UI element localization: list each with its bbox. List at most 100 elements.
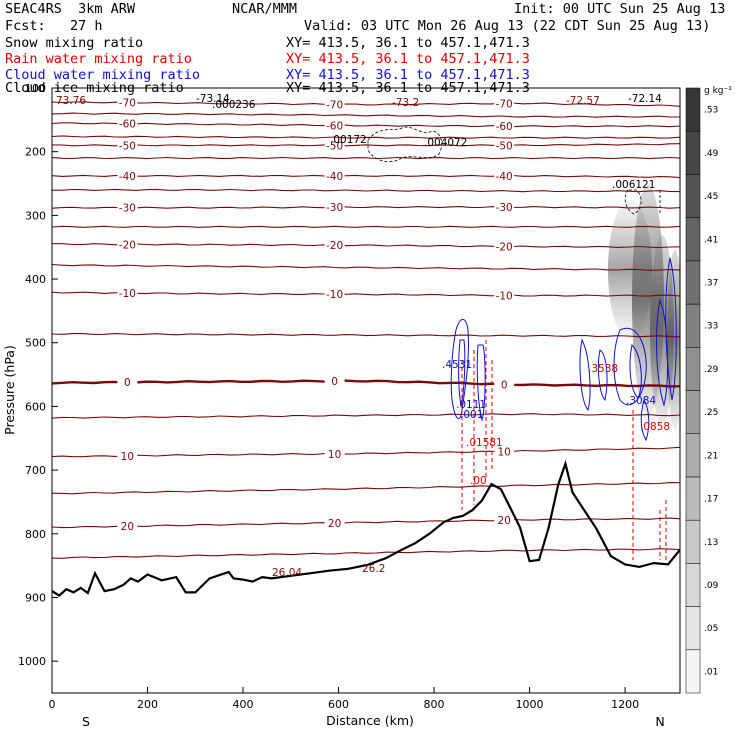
contour-label: -60 xyxy=(326,120,343,132)
contour-label: -50 xyxy=(119,140,136,152)
colorbar-swatch xyxy=(685,260,701,305)
colorbar-swatch xyxy=(685,87,701,132)
contour-label: -20 xyxy=(496,241,513,253)
contour-label-bg xyxy=(324,201,345,213)
contour-label-bg xyxy=(324,447,345,459)
y-tick-label: 400 xyxy=(25,273,46,286)
field-annotation: .0858 xyxy=(640,421,670,433)
field-annotation: -72.14 xyxy=(628,93,662,105)
init-time: Init: 00 UTC Sun 25 Aug 13 xyxy=(514,1,726,17)
contour-label-bg xyxy=(117,449,138,461)
contour-label: 0 xyxy=(124,377,131,389)
temperature-contour xyxy=(52,548,680,559)
contour-label: 0 xyxy=(331,376,338,388)
contour-label: -10 xyxy=(496,290,513,302)
snow-xy: XY= 413.5, 36.1 to 457.1,471.3 xyxy=(286,35,530,51)
contour-label-bg xyxy=(117,201,138,213)
x-axis-title: Distance (km) xyxy=(326,713,414,728)
contour-label: 20 xyxy=(121,521,134,533)
temperature-contour xyxy=(52,291,680,297)
y-tick-label: 500 xyxy=(25,337,46,350)
x-tick-label: 400 xyxy=(233,698,254,711)
contour-label-bg xyxy=(494,514,515,526)
colorbar-tick-label: .25 xyxy=(704,408,718,418)
contour-label: -30 xyxy=(119,203,136,215)
temperature-contour xyxy=(52,379,680,388)
contour-label: 10 xyxy=(497,446,510,458)
contour-label: -60 xyxy=(119,119,136,131)
contour-label-bg xyxy=(494,120,515,132)
cloud-water-xy: XY= 413.5, 36.1 to 457.1,471.3 xyxy=(286,67,530,83)
north-label: N xyxy=(655,714,664,729)
rain-label: Rain water mixing ratio xyxy=(5,51,192,67)
snow-label: Snow mixing ratio xyxy=(5,35,144,51)
field-annotation: -72.57 xyxy=(566,95,600,107)
field-annotation: .001 xyxy=(460,409,483,421)
contour-label-bg xyxy=(494,445,515,457)
contour-label-bg xyxy=(117,238,138,250)
field-annotation: .3538 xyxy=(588,363,618,375)
temperature-contour xyxy=(52,156,680,160)
contour-label-bg xyxy=(117,117,138,129)
contour-label-bg xyxy=(117,139,138,151)
colorbar-swatch xyxy=(685,130,701,175)
colorbar-tick-label: .21 xyxy=(704,451,718,461)
y-tick-label: 200 xyxy=(25,146,46,159)
rain-contours xyxy=(461,340,667,560)
contour-label: 20 xyxy=(497,515,510,527)
field-annotation: 26.2 xyxy=(362,563,385,575)
colorbar-swatch xyxy=(685,519,701,564)
contour-label-bg xyxy=(324,169,345,181)
contour-label: -70 xyxy=(119,98,136,110)
colorbar-tick-label: .45 xyxy=(704,192,718,202)
colorbar-swatch xyxy=(685,347,701,391)
x-tick-label: 200 xyxy=(137,698,158,711)
colorbar-tick-label: .49 xyxy=(704,149,719,159)
temperature-contour xyxy=(52,101,680,107)
field-annotation: .00172 xyxy=(330,134,367,146)
contour-label: -50 xyxy=(326,140,343,152)
temperature-contour xyxy=(52,446,680,458)
contour-label: -20 xyxy=(119,239,136,251)
x-tick-label: 1200 xyxy=(611,698,639,711)
temperature-contour xyxy=(52,206,680,209)
valid-time: Valid: 03 UTC Mon 26 Aug 13 (22 CDT Sun … xyxy=(304,18,711,34)
colorbar-tick-label: .01 xyxy=(704,667,718,677)
y-tick-label: 800 xyxy=(25,528,46,541)
contour-label-bg xyxy=(324,288,345,300)
x-tick-label: 800 xyxy=(424,698,445,711)
contour-label-bg xyxy=(324,119,345,131)
temperature-contour xyxy=(52,225,680,228)
field-annotation: .000236 xyxy=(212,99,256,111)
x-tick-label: 1000 xyxy=(516,698,544,711)
x-tick-label: 600 xyxy=(328,698,349,711)
colorbar-tick-label: .33 xyxy=(704,322,718,332)
contour-label-bg xyxy=(324,516,345,528)
y-tick-label: 600 xyxy=(25,400,46,413)
contour-label-bg xyxy=(494,240,515,252)
model-title: SEAC4RS 3km ARW xyxy=(5,1,136,17)
x-tick-label: 0 xyxy=(49,698,56,711)
plot-frame xyxy=(51,87,681,694)
contour-label-bg xyxy=(324,98,345,110)
temperature-contour xyxy=(52,135,680,139)
contour-label-bg xyxy=(494,378,515,390)
colorbar-unit: g kg⁻¹ xyxy=(704,86,732,96)
y-tick-label: 900 xyxy=(25,591,46,604)
org-label: NCAR/MMM xyxy=(232,1,298,17)
colorbar-swatch xyxy=(685,390,701,434)
colorbar-swatch xyxy=(685,563,701,607)
temperature-contour xyxy=(52,243,680,249)
colorbar-tick-label: .37 xyxy=(704,278,718,288)
contour-label-bg xyxy=(494,289,515,301)
contour-label-bg xyxy=(324,239,345,251)
colorbar-swatch xyxy=(685,174,701,218)
contour-label: -10 xyxy=(326,289,343,301)
y-axis-title: Pressure (hPa) xyxy=(2,345,17,435)
temperature-contour xyxy=(52,333,680,338)
contour-label-bg xyxy=(324,375,345,387)
south-label: S xyxy=(82,714,90,729)
forecast-hour: Fcst: 27 h xyxy=(5,18,103,34)
snow-ice-shading xyxy=(608,185,680,430)
